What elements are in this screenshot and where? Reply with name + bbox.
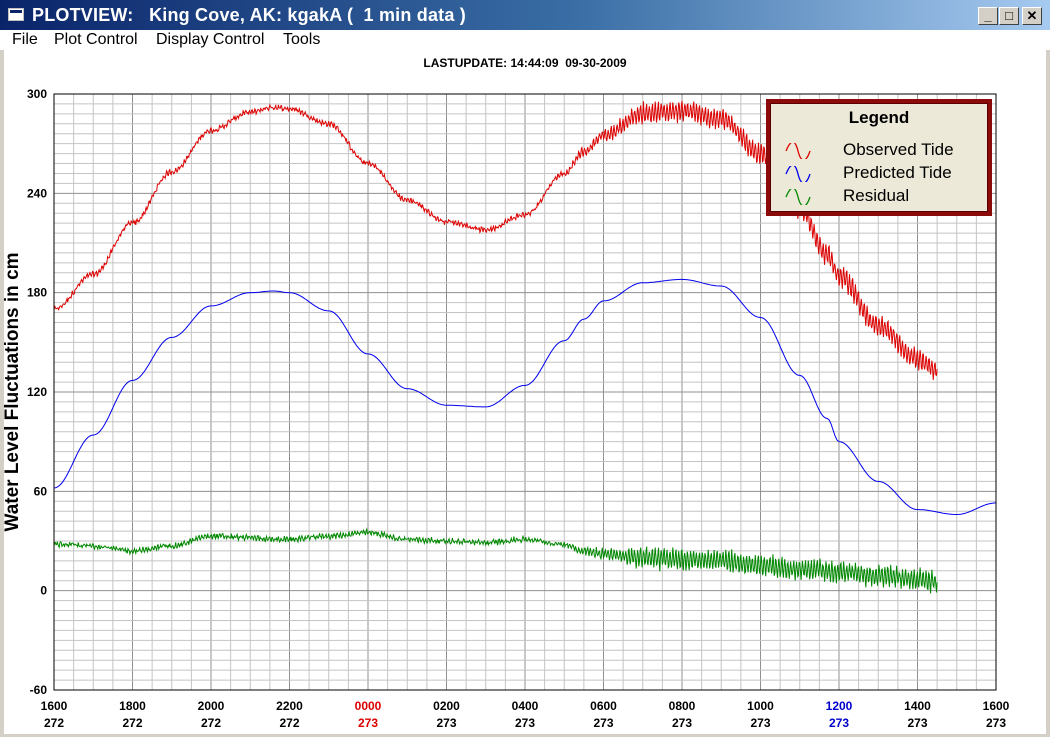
last-update-label: LASTUPDATE: 14:44:09 09-30-2009 xyxy=(423,56,627,70)
legend-title: Legend xyxy=(848,108,910,127)
x-tick-time-label: 0200 xyxy=(433,699,460,713)
grid xyxy=(53,93,997,691)
x-tick-day-label: 273 xyxy=(358,716,378,730)
legend-label-predicted: Predicted Tide xyxy=(843,163,952,182)
x-tick-day-label: 273 xyxy=(672,716,692,730)
x-tick-time-label: 0600 xyxy=(590,699,617,713)
y-tick-label: -60 xyxy=(30,683,48,697)
x-tick-time-label: 1600 xyxy=(41,699,68,713)
y-tick-label: 300 xyxy=(27,87,47,101)
x-tick-time-label: 1800 xyxy=(119,699,146,713)
observed-swatch-icon xyxy=(785,143,811,159)
plot-frame xyxy=(53,93,997,691)
x-tick-time-label: 1000 xyxy=(747,699,774,713)
title-bar[interactable]: PLOTVIEW: King Cove, AK: kgakA ( 1 min d… xyxy=(0,0,1050,30)
x-tick-day-label: 273 xyxy=(515,716,535,730)
predicted-swatch-icon xyxy=(785,166,811,182)
legend: Legend Observed Tide Predicted Tide Resi… xyxy=(766,99,992,216)
legend-panel: Legend Observed Tide Predicted Tide Resi… xyxy=(770,103,988,212)
x-tick-time-label: 2000 xyxy=(198,699,225,713)
x-tick-time-label: 0000 xyxy=(355,699,382,713)
window-frame-bottom xyxy=(0,734,1050,737)
window-frame-right xyxy=(1046,50,1050,737)
axis-ticks: 300 240 180 120 60 0 -60 1600 272 1800 272 2000 272 2… xyxy=(27,87,1010,730)
x-tick-day-label: 272 xyxy=(279,716,299,730)
x-tick-day-label: 272 xyxy=(201,716,221,730)
menu-tools[interactable]: Tools xyxy=(283,31,321,48)
menu-file[interactable]: File xyxy=(12,31,38,48)
x-tick-day-label: 273 xyxy=(907,716,927,730)
y-tick-label: 0 xyxy=(40,584,47,598)
minimize-button[interactable]: _ xyxy=(978,7,998,25)
app-window-icon[interactable] xyxy=(8,8,24,21)
x-tick-day-label: 272 xyxy=(44,716,64,730)
x-tick-day-label: 273 xyxy=(750,716,770,730)
legend-label-observed: Observed Tide xyxy=(843,140,954,159)
menu-bar: File Plot Control Display Control Tools xyxy=(0,30,1050,50)
x-tick-time-label: 0400 xyxy=(512,699,539,713)
x-tick-day-label: 272 xyxy=(122,716,142,730)
menu-display-control[interactable]: Display Control xyxy=(156,31,265,48)
x-tick-day-label: 273 xyxy=(436,716,456,730)
menu-plot-control[interactable]: Plot Control xyxy=(54,31,138,48)
window-title: PLOTVIEW: King Cove, AK: kgakA ( 1 min d… xyxy=(32,5,466,25)
y-tick-label: 240 xyxy=(27,186,47,200)
window-frame-left xyxy=(0,50,4,737)
maximize-button[interactable]: □ xyxy=(999,7,1019,25)
x-tick-day-label: 273 xyxy=(829,716,849,730)
x-tick-time-label: 2200 xyxy=(276,699,303,713)
legend-label-residual: Residual xyxy=(843,186,910,205)
x-tick-day-label: 273 xyxy=(593,716,613,730)
close-button[interactable]: ✕ xyxy=(1022,7,1042,25)
x-tick-time-label: 1400 xyxy=(904,699,931,713)
series-line-predicted-tide xyxy=(53,278,997,515)
y-tick-label: 180 xyxy=(27,286,47,300)
series-line-residual xyxy=(53,527,938,594)
y-tick-label: 120 xyxy=(27,385,47,399)
x-tick-time-label: 0800 xyxy=(669,699,696,713)
residual-swatch-icon xyxy=(785,189,811,205)
x-tick-time-label: 1600 xyxy=(983,699,1010,713)
x-tick-time-label: 1200 xyxy=(826,699,853,713)
x-tick-day-label: 273 xyxy=(986,716,1006,730)
y-tick-label: 60 xyxy=(34,484,48,498)
